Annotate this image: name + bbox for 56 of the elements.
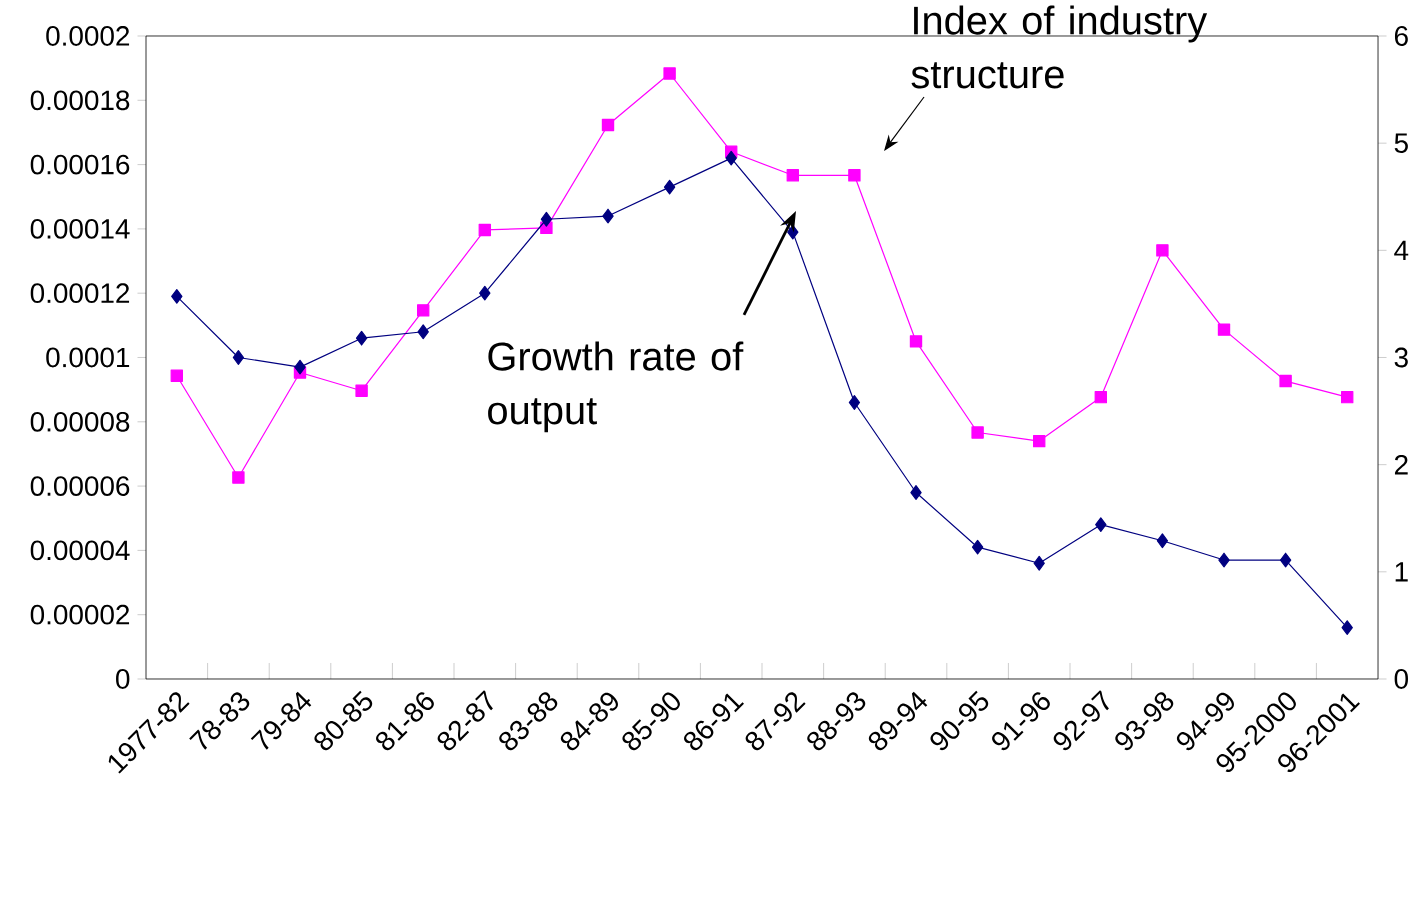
y-tick-label: 0.00016 xyxy=(30,154,130,175)
point xyxy=(971,426,984,439)
y2-tick-label: 2 xyxy=(1394,454,1408,475)
point xyxy=(1095,517,1107,533)
point xyxy=(1279,552,1292,568)
y-tick-label: 0.00018 xyxy=(30,90,130,111)
point xyxy=(848,169,861,182)
point xyxy=(355,384,368,397)
y2-tick-label: 1 xyxy=(1395,562,1408,582)
y-tick-label: 0.00002 xyxy=(30,604,130,625)
point xyxy=(232,471,245,484)
point xyxy=(1218,552,1230,568)
y-tick-label: 0.00008 xyxy=(30,411,130,432)
point xyxy=(1094,390,1108,404)
point xyxy=(417,304,430,317)
y-tick-label: 0.00012 xyxy=(30,283,130,304)
point xyxy=(848,395,861,410)
point xyxy=(909,335,923,348)
point xyxy=(1033,555,1045,571)
point xyxy=(602,208,614,224)
point xyxy=(786,169,800,182)
point xyxy=(1341,390,1354,404)
point xyxy=(417,324,429,340)
annotation: Growth rate of output xyxy=(488,341,744,433)
point xyxy=(1033,434,1046,448)
point xyxy=(478,223,492,237)
point xyxy=(1341,620,1353,635)
y-tick-label: 0 xyxy=(116,669,130,689)
y-tick-label: 0.00004 xyxy=(30,540,130,561)
point xyxy=(601,118,615,132)
point xyxy=(725,150,737,166)
annotation: Index of industry structure xyxy=(911,5,1208,89)
point xyxy=(663,67,676,80)
point xyxy=(479,285,491,301)
y2-tick-label: 4 xyxy=(1394,240,1409,260)
y2-tick-label: 3 xyxy=(1394,347,1408,368)
point xyxy=(232,350,245,365)
point xyxy=(540,211,553,227)
point xyxy=(355,330,368,346)
y-tick-label: 0.0002 xyxy=(46,26,130,46)
y2-tick-label: 5 xyxy=(1394,133,1408,153)
y-tick-label: 0.0001 xyxy=(46,347,130,368)
point xyxy=(1217,323,1231,336)
point xyxy=(1279,374,1292,388)
point xyxy=(1156,244,1169,257)
y2-tick-label: 0 xyxy=(1394,669,1408,689)
y-tick-label: 0.00014 xyxy=(30,219,130,239)
point xyxy=(294,359,306,375)
y-tick-label: 0.00006 xyxy=(30,476,130,496)
point xyxy=(170,369,183,382)
point xyxy=(910,485,922,500)
point xyxy=(1156,533,1169,549)
point xyxy=(971,539,984,555)
point xyxy=(171,289,183,304)
point xyxy=(663,179,676,195)
y2-tick-label: 6 xyxy=(1394,26,1408,46)
